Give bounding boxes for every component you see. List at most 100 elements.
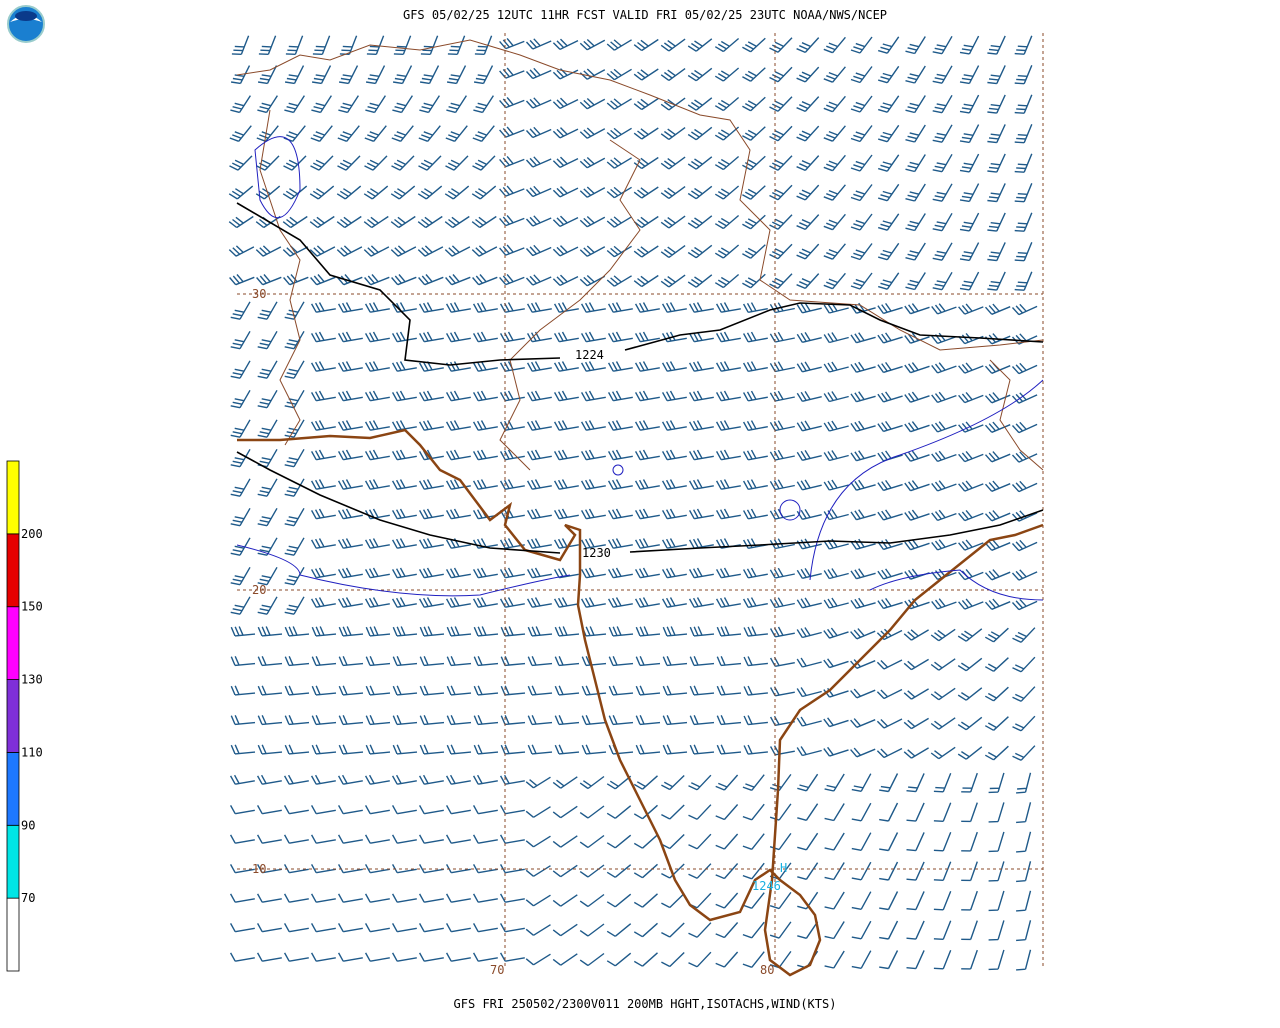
wind-barb [688, 774, 712, 791]
wind-barb [715, 331, 741, 343]
wind-barb [905, 242, 926, 261]
wind-barb [445, 155, 469, 171]
wind-barb [769, 745, 795, 756]
wind-barb [957, 687, 983, 701]
wind-barb [337, 834, 363, 844]
wind-barb [931, 598, 957, 610]
wind-barb [257, 507, 278, 527]
wind-barb [581, 656, 607, 667]
wind-barb [823, 125, 846, 142]
wind-barb [554, 744, 580, 755]
wind-barb [931, 391, 957, 404]
wind-barb [796, 687, 822, 698]
wind-barb [418, 952, 444, 962]
wind-barb [472, 805, 498, 815]
wind-barb [364, 597, 390, 608]
wind-barb [284, 507, 305, 527]
wind-barb [418, 538, 444, 549]
wind-barb [876, 688, 903, 700]
wind-barb [231, 35, 250, 55]
wind-barb [958, 421, 984, 433]
wind-barb [877, 597, 903, 610]
wind-barb [553, 508, 579, 520]
wind-barb [284, 478, 305, 497]
wind-barb [337, 302, 363, 313]
wind-barb [418, 893, 444, 903]
wind-barb [1011, 480, 1038, 493]
wind-barb [364, 274, 390, 286]
wind-barb [769, 155, 793, 171]
wind-barb [957, 657, 983, 672]
wind-barb [850, 628, 876, 640]
wind-barb [742, 390, 768, 402]
wind-barb [931, 509, 957, 522]
wind-barb [634, 390, 660, 402]
wind-barb [393, 35, 412, 55]
wind-barb [1014, 35, 1033, 55]
wind-barb [337, 567, 363, 579]
wind-barb [552, 245, 579, 257]
wind-barb [661, 302, 687, 313]
wind-barb [364, 923, 390, 933]
wind-barb [525, 156, 552, 168]
wind-barb [579, 215, 606, 228]
wind-barb [391, 449, 417, 461]
colorbar-segment [6, 824, 20, 899]
wind-barb [391, 805, 417, 815]
wind-barb [230, 537, 251, 556]
wind-barb [878, 95, 900, 113]
wind-barb [931, 421, 957, 433]
wind-barb [769, 449, 795, 461]
wind-barb [607, 390, 633, 402]
colorbar-segment [6, 679, 20, 753]
wind-barb [256, 834, 282, 844]
wind-barb [309, 215, 335, 229]
wind-barb [255, 185, 281, 200]
wind-barb [526, 538, 552, 549]
wind-barb [742, 420, 768, 431]
wind-barb [714, 214, 740, 230]
wind-barb [661, 567, 687, 579]
wind-barb [474, 35, 493, 55]
wind-barb [579, 834, 605, 849]
wind-barb [904, 362, 930, 374]
wind-barb [256, 274, 282, 286]
wind-barb [796, 450, 822, 461]
wind-barb [419, 656, 445, 667]
wind-barb [444, 185, 470, 200]
wind-barb [987, 212, 1006, 232]
wind-barb [877, 538, 903, 551]
colorbar-segment [6, 897, 20, 972]
wind-barb [310, 864, 336, 874]
wind-barb [850, 95, 873, 113]
wind-barb [364, 125, 387, 142]
wind-barb [660, 68, 686, 81]
wind-barb [392, 626, 418, 637]
lon-label: 80 [760, 963, 774, 977]
wind-barb [391, 597, 417, 608]
wind-barb [338, 626, 364, 637]
wind-barb [958, 539, 984, 551]
wind-barb [499, 37, 525, 50]
wind-barb [850, 597, 876, 609]
wind-barb [823, 538, 849, 550]
wind-barb [445, 390, 471, 402]
wind-barb [903, 629, 929, 641]
wind-barb [499, 126, 525, 138]
wind-barb [743, 626, 768, 637]
wind-barb [905, 213, 926, 232]
wind-barb [769, 479, 795, 491]
wind-barb [984, 569, 1011, 581]
wind-barb [526, 508, 552, 520]
wind-barb [606, 923, 632, 937]
borders [236, 39, 1044, 471]
wind-barb [230, 596, 251, 615]
wind-barb [419, 744, 445, 755]
wind-barb [850, 391, 876, 403]
wind-barb [1011, 569, 1038, 581]
wind-barb [1014, 124, 1033, 144]
wind-barb [1011, 362, 1038, 375]
wind-barb [634, 538, 660, 549]
wind-barb [445, 834, 471, 844]
